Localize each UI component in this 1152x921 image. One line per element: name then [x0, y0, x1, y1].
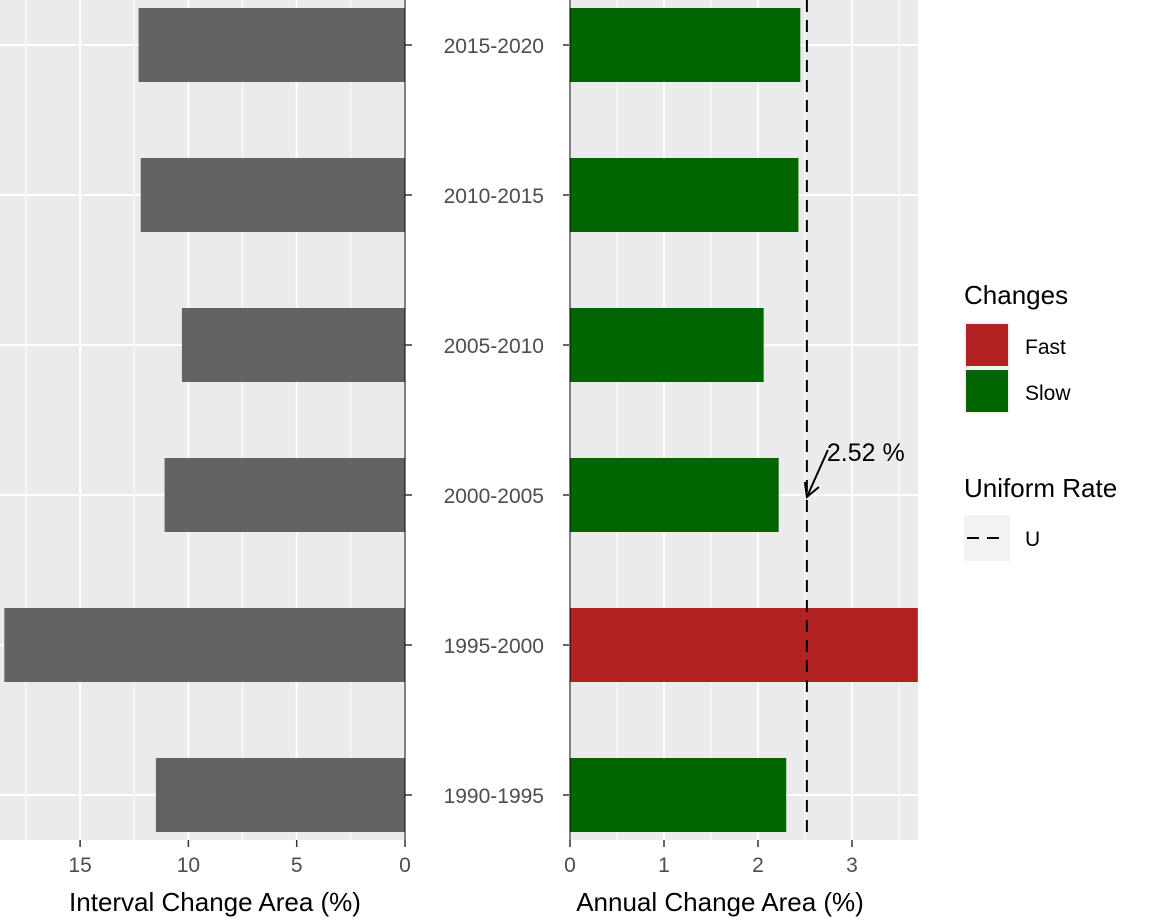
right-panel-x-axis-title: Annual Change Area (%) [576, 887, 864, 917]
right-x-tick-label: 0 [564, 854, 576, 877]
category-label: 2015-2020 [444, 35, 544, 58]
uniform-rate-annotation-arrow [803, 449, 829, 499]
right-bar [570, 608, 918, 682]
category-labels: 1990-1995 1995-2000 2000-2005 2005-2010 2010… [405, 35, 570, 808]
legend-label-fast: Fast [1025, 336, 1066, 359]
right-panel-x-ticks: 0 1 2 3 [564, 840, 858, 877]
left-panel-x-ticks: 15 10 5 0 [68, 840, 411, 877]
category-label: 2010-2015 [444, 185, 544, 208]
legend-key-slow-swatch [966, 370, 1008, 412]
legend-uniform-title: Uniform Rate [964, 473, 1117, 503]
right-bar [570, 308, 764, 382]
right-bar [570, 458, 779, 532]
legend-changes-title: Changes [964, 280, 1068, 310]
left-panel-bars [4, 8, 406, 832]
left-panel-x-axis-title: Interval Change Area (%) [69, 887, 361, 917]
left-bar [164, 458, 405, 532]
category-label: 2005-2010 [444, 335, 544, 358]
left-panel-background [0, 0, 405, 840]
left-bar [140, 158, 406, 232]
left-x-tick-label: 0 [399, 854, 411, 877]
left-bar [138, 8, 405, 82]
right-panel: 2.52 % 0 1 2 3 Annual Change Area (%) [564, 0, 918, 917]
legend-label-slow: Slow [1025, 382, 1071, 405]
category-label: 2000-2005 [444, 485, 544, 508]
left-x-tick-label: 15 [68, 854, 91, 877]
legend-label-uniform: U [1025, 528, 1040, 551]
left-x-tick-label: 5 [291, 854, 303, 877]
right-bar [570, 758, 787, 832]
left-bar [155, 758, 405, 832]
left-panel: 15 10 5 0 Interval Change Area (%) [0, 0, 411, 917]
legend: Changes Fast Slow Uniform Rate U [964, 280, 1117, 561]
right-panel-bars [570, 8, 918, 832]
category-label: 1995-2000 [444, 635, 544, 658]
right-x-tick-label: 3 [846, 854, 858, 877]
left-bar [181, 308, 405, 382]
right-bar [570, 8, 801, 82]
left-x-tick-label: 10 [177, 854, 200, 877]
right-x-tick-label: 2 [752, 854, 764, 877]
right-x-tick-label: 1 [658, 854, 670, 877]
category-label: 1990-1995 [444, 785, 544, 808]
right-panel-background [570, 0, 918, 840]
right-bar [570, 158, 799, 232]
uniform-rate-annotation: 2.52 % [827, 439, 905, 467]
left-bar [4, 608, 405, 682]
legend-key-fast-swatch [966, 324, 1008, 366]
